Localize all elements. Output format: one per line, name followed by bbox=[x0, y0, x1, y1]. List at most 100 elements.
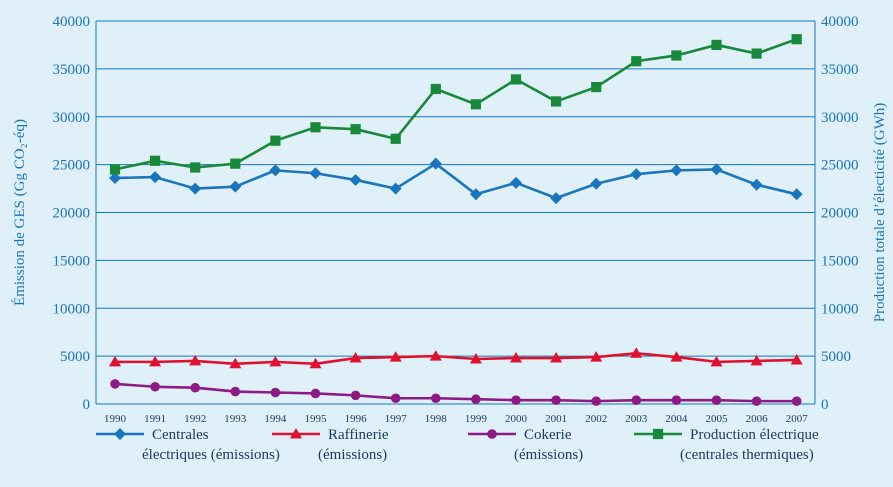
series-3 bbox=[110, 379, 802, 406]
y-right-tick-label: 30000 bbox=[821, 110, 859, 126]
data-point bbox=[790, 188, 803, 201]
series-line bbox=[114, 37, 798, 171]
data-point bbox=[310, 388, 321, 399]
data-point bbox=[270, 135, 281, 146]
data-point bbox=[550, 192, 563, 205]
legend-item: Cokerie (émissions) bbox=[468, 427, 583, 463]
data-point bbox=[189, 182, 202, 195]
x-tick-label: 2002 bbox=[585, 413, 607, 425]
y-right-tick-label: 35000 bbox=[821, 62, 859, 78]
data-point bbox=[350, 124, 361, 135]
x-tick-label: 2006 bbox=[746, 413, 769, 425]
y-left-tick-label: 20000 bbox=[53, 206, 91, 222]
data-point bbox=[591, 396, 601, 406]
data-point bbox=[631, 56, 642, 67]
legend-label: (émissions) bbox=[514, 447, 583, 463]
y-right-tick-label: 20000 bbox=[821, 206, 859, 222]
data-point bbox=[309, 357, 322, 369]
x-tick-label: 1997 bbox=[385, 413, 408, 425]
y-axis-left-title: Émission de GES (Gg CO₂-éq) bbox=[11, 119, 28, 306]
legend-label: (centrales thermiques) bbox=[680, 447, 814, 463]
y-left-tick-label: 30000 bbox=[53, 110, 91, 126]
x-axis: 1990 1991 1992 1993 1994 1995 1996 1997 1998 1999… bbox=[104, 413, 808, 425]
data-point bbox=[349, 173, 362, 186]
data-point bbox=[751, 48, 762, 59]
data-point bbox=[590, 351, 603, 362]
data-point bbox=[430, 83, 441, 95]
data-point bbox=[670, 351, 683, 362]
legend-marker bbox=[487, 429, 497, 439]
data-point bbox=[790, 353, 803, 365]
x-tick-label: 2000 bbox=[505, 413, 528, 425]
data-point bbox=[149, 355, 162, 367]
x-tick-label: 1991 bbox=[144, 413, 166, 425]
legend-marker bbox=[290, 428, 302, 439]
y-right-tick-label: 25000 bbox=[821, 158, 859, 174]
data-point bbox=[750, 178, 763, 191]
data-point bbox=[470, 99, 481, 110]
x-tick-label: 1990 bbox=[104, 413, 127, 425]
y-right-tick-label: 10000 bbox=[821, 301, 859, 317]
data-point bbox=[110, 379, 120, 389]
series-line bbox=[114, 382, 797, 403]
y-left-tick-label: 40000 bbox=[53, 14, 91, 30]
data-point bbox=[109, 172, 121, 185]
legend-label: Production électrique bbox=[690, 427, 819, 443]
data-point bbox=[591, 81, 602, 93]
data-point bbox=[431, 393, 441, 404]
legend-item: Production électrique (centrales thermiqu… bbox=[634, 427, 819, 463]
y-axis-left: 0 5000 10000 15000 20000 25000 30000 35000 40000 bbox=[53, 14, 91, 413]
x-tick-label: 2001 bbox=[545, 413, 567, 425]
series-line bbox=[114, 162, 798, 200]
legend-label: (émissions) bbox=[318, 447, 387, 463]
y-right-tick-label: 5000 bbox=[821, 349, 851, 365]
legend-item: Centrales électriques (émissions) bbox=[96, 427, 280, 463]
data-point bbox=[150, 381, 160, 392]
data-point bbox=[429, 350, 442, 361]
data-point bbox=[229, 180, 242, 193]
data-point bbox=[751, 396, 762, 406]
legend-label: Centrales bbox=[152, 427, 209, 443]
data-point bbox=[229, 357, 242, 369]
data-point bbox=[551, 96, 562, 107]
x-tick-label: 2004 bbox=[665, 413, 688, 425]
data-point bbox=[109, 355, 121, 367]
data-point bbox=[671, 395, 682, 405]
data-point bbox=[109, 164, 121, 175]
data-point bbox=[710, 355, 723, 367]
data-point bbox=[510, 74, 522, 85]
x-tick-label: 1994 bbox=[264, 413, 287, 425]
data-point bbox=[551, 395, 561, 405]
x-tick-label: 2005 bbox=[706, 413, 729, 425]
data-point bbox=[269, 164, 282, 177]
y-right-tick-label: 40000 bbox=[821, 14, 859, 30]
x-tick-label: 2003 bbox=[625, 413, 648, 425]
data-point bbox=[710, 163, 723, 176]
data-point bbox=[630, 347, 643, 358]
y-left-tick-label: 10000 bbox=[53, 301, 91, 317]
series-2 bbox=[109, 347, 803, 369]
data-point bbox=[671, 50, 682, 61]
y-left-tick-label: 25000 bbox=[53, 158, 91, 174]
x-tick-label: 1996 bbox=[345, 413, 368, 425]
data-point bbox=[631, 395, 642, 405]
y-axis-right-title: Production totale d’électicité (GWh) bbox=[872, 103, 888, 323]
x-tick-label: 1993 bbox=[224, 413, 247, 425]
data-point bbox=[389, 351, 402, 362]
data-point bbox=[389, 182, 402, 195]
data-point bbox=[390, 133, 401, 144]
gridlines bbox=[95, 20, 816, 405]
data-point bbox=[511, 395, 521, 405]
legend-label: Cokerie bbox=[524, 427, 572, 443]
data-point bbox=[150, 155, 161, 166]
data-point bbox=[149, 171, 162, 184]
data-point bbox=[469, 188, 482, 201]
y-axis-right: 0 5000 10000 15000 20000 25000 30000 35000 40000 bbox=[821, 14, 859, 413]
data-point bbox=[350, 390, 361, 401]
data-point bbox=[590, 177, 603, 190]
data-point bbox=[189, 354, 202, 366]
legend-item: Raffinerie (émissions) bbox=[272, 427, 389, 463]
x-tick-label: 1995 bbox=[305, 413, 328, 425]
data-point bbox=[310, 122, 321, 133]
